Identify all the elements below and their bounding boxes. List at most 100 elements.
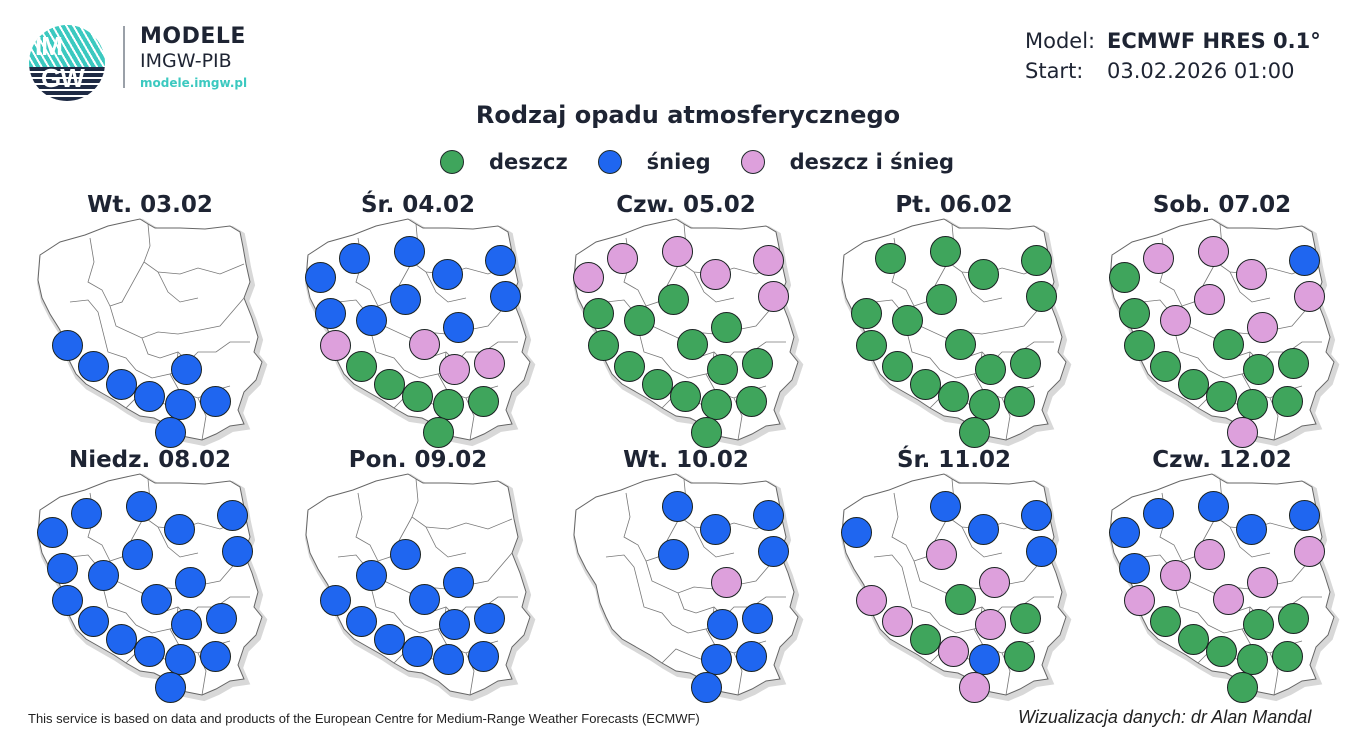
day-map-panel: Sob. 07.02 xyxy=(1102,192,1366,448)
station-marker-rain xyxy=(711,312,742,343)
day-map-panel: Śr. 11.02 xyxy=(834,447,1102,703)
station-marker-snow xyxy=(968,514,999,545)
station-marker-rain xyxy=(910,624,941,655)
day-map-panel: Wt. 10.02 xyxy=(566,447,834,703)
day-title: Śr. 04.02 xyxy=(360,192,476,218)
brand-title: MODELE xyxy=(140,24,246,49)
day-title: Czw. 05.02 xyxy=(616,192,756,218)
logo-divider xyxy=(123,26,125,88)
station-marker-snow xyxy=(165,389,196,420)
station-marker-rain xyxy=(642,369,673,400)
station-marker-mixed xyxy=(1194,284,1225,315)
station-marker-snow xyxy=(200,641,231,672)
station-marker-mixed xyxy=(320,330,351,361)
station-marker-mixed xyxy=(474,348,505,379)
station-marker-rain xyxy=(1213,329,1244,360)
station-marker-snow xyxy=(443,567,474,598)
station-marker-rain xyxy=(1004,386,1035,417)
day-map-panel: Śr. 04.02 xyxy=(298,192,566,448)
logo-text-bottom: GW xyxy=(41,63,85,93)
station-marker-rain xyxy=(930,236,961,267)
station-marker-snow xyxy=(700,514,731,545)
station-marker-snow xyxy=(1109,517,1140,548)
station-marker-rain xyxy=(624,305,655,336)
day-title: Wt. 10.02 xyxy=(623,447,749,473)
station-marker-rain xyxy=(910,369,941,400)
station-marker-snow xyxy=(339,243,370,274)
day-map-panel: Wt. 03.02 xyxy=(30,192,298,448)
logo-stripes-bottom xyxy=(29,66,105,101)
station-marker-mixed xyxy=(758,281,789,312)
station-marker-mixed xyxy=(926,539,957,570)
day-map-panel: Czw. 12.02 xyxy=(1102,447,1366,703)
day-title: Pt. 06.02 xyxy=(895,192,1013,218)
station-marker-mixed xyxy=(1160,305,1191,336)
station-marker-snow xyxy=(134,381,165,412)
station-marker-snow xyxy=(106,624,137,655)
station-marker-rain xyxy=(374,369,405,400)
station-marker-snow xyxy=(78,351,109,382)
station-marker-snow xyxy=(1289,500,1320,531)
station-marker-snow xyxy=(47,553,78,584)
station-marker-rain xyxy=(959,417,990,448)
station-marker-snow xyxy=(758,536,789,567)
station-marker-snow xyxy=(707,609,738,640)
station-marker-snow xyxy=(1236,514,1267,545)
station-marker-rain xyxy=(588,330,619,361)
station-marker-snow xyxy=(164,514,195,545)
station-marker-snow xyxy=(1021,500,1052,531)
day-map-panel: Niedz. 08.02 xyxy=(30,447,298,703)
station-marker-snow xyxy=(175,567,206,598)
day-map-panel: Czw. 05.02 xyxy=(566,192,834,448)
station-marker-snow xyxy=(217,500,248,531)
station-marker-snow xyxy=(394,236,425,267)
station-marker-rain xyxy=(677,329,708,360)
station-marker-rain xyxy=(1272,641,1303,672)
day-title: Niedz. 08.02 xyxy=(68,447,232,473)
station-marker-rain xyxy=(1150,606,1181,637)
station-marker-rain xyxy=(1237,389,1268,420)
station-marker-rain xyxy=(402,381,433,412)
station-marker-mixed xyxy=(439,354,470,385)
station-marker-mixed xyxy=(959,672,990,703)
station-marker-rain xyxy=(1243,609,1274,640)
station-marker-snow xyxy=(474,603,505,634)
station-marker-rain xyxy=(1278,348,1309,379)
station-marker-rain xyxy=(1278,603,1309,634)
station-marker-mixed xyxy=(1198,236,1229,267)
station-marker-mixed xyxy=(882,606,913,637)
station-marker-rain xyxy=(658,284,689,315)
station-marker-mixed xyxy=(1247,567,1278,598)
station-marker-snow xyxy=(1026,536,1057,567)
day-title: Śr. 11.02 xyxy=(896,447,1012,473)
station-marker-snow xyxy=(165,644,196,675)
station-marker-snow xyxy=(356,305,387,336)
day-map-panel: Pon. 09.02 xyxy=(298,447,566,702)
station-marker-mixed xyxy=(662,236,693,267)
model-info: Model: ECMWF HRES 0.1° xyxy=(1025,29,1321,53)
station-marker-mixed xyxy=(1236,259,1267,290)
station-marker-snow xyxy=(736,641,767,672)
station-marker-mixed xyxy=(1213,584,1244,615)
station-marker-rain xyxy=(1178,369,1209,400)
station-marker-mixed xyxy=(856,585,887,616)
station-marker-mixed xyxy=(1143,243,1174,274)
start-info: Start: 03.02.2026 01:00 xyxy=(1025,59,1294,83)
station-marker-mixed xyxy=(1124,585,1155,616)
station-marker-rain xyxy=(346,351,377,382)
station-marker-snow xyxy=(356,560,387,591)
station-marker-mixed xyxy=(607,243,638,274)
station-marker-mixed xyxy=(1194,539,1225,570)
station-marker-snow xyxy=(1289,245,1320,276)
station-marker-snow xyxy=(468,641,499,672)
page-title: Rodzaj opadu atmosferycznego xyxy=(475,101,901,129)
brand-url-link[interactable]: modele.imgw.pl xyxy=(140,76,248,90)
station-marker-snow xyxy=(1119,553,1150,584)
station-marker-rain xyxy=(736,386,767,417)
legend-label: deszcz xyxy=(489,150,568,174)
station-marker-snow xyxy=(432,259,463,290)
station-marker-snow xyxy=(71,498,102,529)
station-marker-rain xyxy=(892,305,923,336)
station-marker-snow xyxy=(841,517,872,548)
station-marker-snow xyxy=(658,539,689,570)
